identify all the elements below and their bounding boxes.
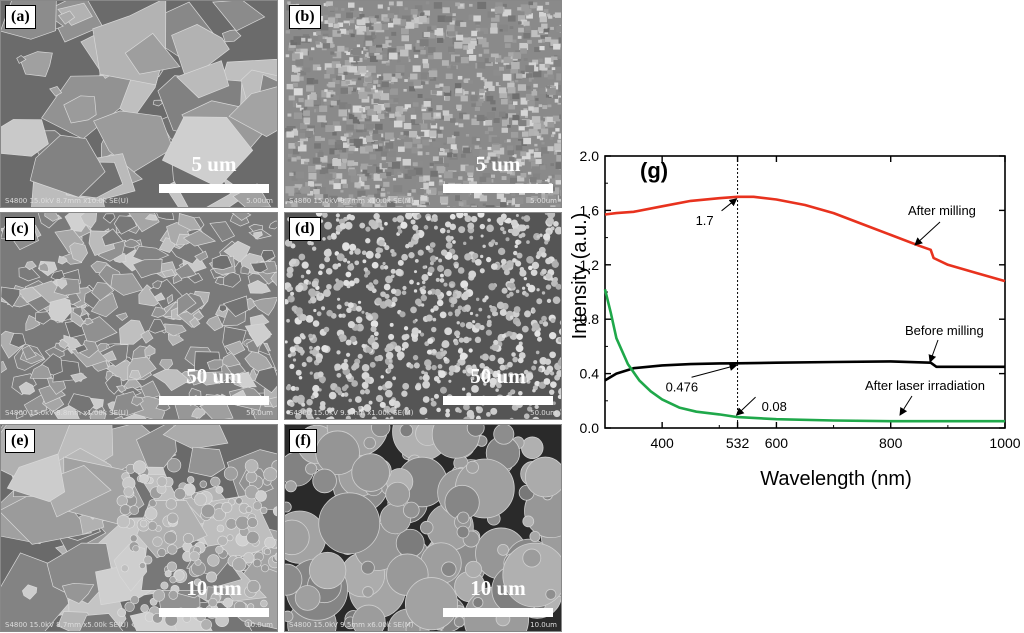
spectrum-chart: 400 532 600 800 1000 0.0 0.4 0.8 1.2 1.6 2.0 1.7 0… [569,148,1020,490]
sem-info-right: 50.0um [530,409,557,417]
series-label-arrow [899,395,913,416]
scale-bar-line [443,184,553,193]
y-tick-label: 0.0 [580,420,600,436]
series-line-1 [604,360,1005,382]
sem-info-strip: S4800 15.0kV 9.5mm x1.00k SE(M) 50.0um [289,408,557,418]
sem-micrograph [1,425,277,631]
sem-info-strip: S4800 15.0kV 9.7mm x10.0k SE(M) 5.00um [289,196,557,206]
x-tick-labels: 400 532 600 800 1000 [650,435,1020,451]
sem-info-right: 10.0um [246,621,273,629]
sem-info-strip: S4800 15.0kV 9.5mm x6.00k SE(M) 10.0um [289,620,557,630]
y-tick-label: 0.4 [580,366,600,382]
annotation-value: 0.476 [666,379,699,394]
panel-label: (a) [5,5,36,29]
panel-label: (d) [289,217,321,241]
annotation-value: 1.7 [696,213,714,228]
sem-info-left: S4800 15.0kV 8.8mm x1.00k SE(U) [5,409,129,417]
sem-info-strip: S4800 15.0kV 8.8mm x1.00k SE(U) 50.0um [5,408,273,418]
tick-marks [605,155,1006,429]
scale-bar: 5 um [159,151,269,193]
sem-micrograph [1,213,277,419]
scale-bar: 10 um [443,575,553,617]
panel-label: (c) [5,217,35,241]
annotation-arrow [735,396,756,416]
sem-info-right: 10.0um [530,621,557,629]
scale-bar-label: 10 um [186,576,242,600]
scale-bar: 10 um [159,575,269,617]
sem-panel-d: (d) 50 um S4800 15.0kV 9.5mm x1.00k SE(M) 5… [284,212,562,420]
sem-info-strip: S4800 15.0kV 8.7mm x10.0k SE(U) 5.00um [5,196,273,206]
annotations: 1.7 0.476 0.08 [666,198,787,416]
y-tick-label: 1.6 [580,202,600,218]
series-line-0 [604,195,1006,283]
sem-info-right: 5.00um [530,197,557,205]
panel-label: (e) [5,429,35,453]
sem-micrograph [1,1,277,207]
series-label: After milling [908,203,976,218]
sem-info-right: 5.00um [246,197,273,205]
y-tick-label: 0.8 [580,311,600,327]
series-label-arrow [928,339,939,363]
series-lines [603,195,1006,423]
series-label-arrow [914,221,941,246]
scale-bar-line [159,396,269,405]
scale-bar-label: 50 um [470,364,526,388]
sem-panel-b: (b) 5 um S4800 15.0kV 9.7mm x10.0k SE(M) 5.… [284,0,562,208]
scale-bar: 50 um [159,363,269,405]
scale-bar: 50 um [443,363,553,405]
sem-micrograph [285,425,561,631]
sem-info-left: S4800 15.0kV 9.5mm x6.00k SE(M) [289,621,414,629]
chart-panel-label: (g) [640,158,668,183]
annotation-arrow [721,198,738,212]
y-tick-label: 2.0 [580,148,600,164]
y-axis-label: Intensity (a.u.) [569,213,591,340]
scale-bar-label: 5 um [191,152,237,176]
scale-bar-line [443,608,553,617]
scale-bar-label: 50 um [186,364,242,388]
series-labels: After milling Before milling After laser i… [865,203,985,416]
sem-info-strip: S4800 15.0kV 8.7mm x5.00k SE(U) 10.0um [5,620,273,630]
series-label: Before milling [905,323,984,338]
sem-info-left: S4800 15.0kV 9.5mm x1.00k SE(M) [289,409,414,417]
scale-bar-line [159,608,269,617]
series-label: After laser irradiation [865,378,985,393]
sem-info-left: S4800 15.0kV 8.7mm x10.0k SE(U) [5,197,129,205]
annotation-value: 0.08 [762,399,787,414]
scale-bar: 5 um [443,151,553,193]
sem-micrograph [285,1,561,207]
scale-bar-label: 10 um [470,576,526,600]
y-tick-label: 1.2 [580,257,600,273]
sem-panel-f: (f) 10 um S4800 15.0kV 9.5mm x6.00k SE(M) 1… [284,424,562,632]
x-tick-label: 400 [650,435,674,451]
scale-bar-label: 5 um [475,152,521,176]
panel-label: (b) [289,5,321,29]
x-tick-label: 800 [879,435,903,451]
x-tick-label: 532 [726,435,750,451]
x-axis-label: Wavelength (nm) [760,468,912,490]
sem-panel-a: (a) 5 um S4800 15.0kV 8.7mm x10.0k SE(U) 5.… [0,0,278,208]
sem-panel-e: (e) 10 um S4800 15.0kV 8.7mm x5.00k SE(U) 1… [0,424,278,632]
y-tick-labels: 0.0 0.4 0.8 1.2 1.6 2.0 [580,148,600,436]
sem-panel-c: (c) 50 um S4800 15.0kV 8.8mm x1.00k SE(U) 5… [0,212,278,420]
x-tick-label: 600 [765,435,789,451]
sem-info-left: S4800 15.0kV 9.7mm x10.0k SE(M) [289,197,414,205]
x-tick-label: 1000 [989,435,1020,451]
panel-label: (f) [289,429,317,453]
annotation-arrow [691,363,738,378]
scale-bar-line [159,184,269,193]
scale-bar-line [443,396,553,405]
series-line-2 [603,288,1005,423]
sem-info-right: 50.0um [246,409,273,417]
sem-micrograph [285,213,561,419]
sem-info-left: S4800 15.0kV 8.7mm x5.00k SE(U) [5,621,129,629]
